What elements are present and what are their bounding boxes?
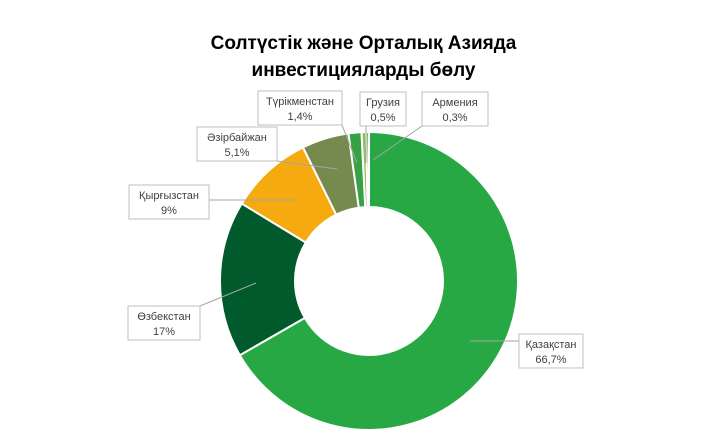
label-box-1: [518, 333, 584, 369]
slice-label-value-7: 0,3%: [442, 112, 467, 124]
chart-title-line-2: инвестицияларды бөлу: [251, 60, 476, 81]
slice-7: [365, 130, 370, 209]
label-box-4: [196, 126, 278, 162]
slice-label-name-6: Грузия: [366, 97, 400, 109]
slice-label-name-3: Қырғызстан: [139, 190, 199, 202]
leader-line-4: [276, 160, 338, 170]
slice-label-value-3: 9%: [161, 205, 177, 217]
slice-label-name-1: Қазақстан: [526, 339, 577, 351]
data-labels: Қазақстан 66,7% Өзбекстан 17% Қырғызстан 9% Әз…: [127, 90, 584, 369]
label-box-2: [127, 305, 201, 341]
slice-label-value-4: 5,1%: [224, 147, 249, 159]
label-box-3: [128, 184, 210, 220]
slice-label-value-2: 17%: [153, 326, 175, 338]
donut-slices: [219, 130, 519, 431]
leader-line-2: [199, 282, 257, 307]
label-box-7: [421, 91, 489, 127]
slice-label-value-5: 1,4%: [287, 111, 312, 123]
slice-1: [238, 130, 519, 431]
slice-label-name-5: Түрікменстан: [266, 96, 334, 108]
slice-label-value-1: 66,7%: [535, 354, 566, 366]
leader-line-5: [341, 124, 358, 164]
slice-label-name-2: Өзбекстан: [137, 311, 190, 323]
chart-title-line-1: Солтүстік және Орталық Азияда: [210, 33, 517, 54]
slice-label-value-6: 0,5%: [370, 112, 395, 124]
slice-label-name-7: Армения: [432, 97, 477, 109]
leader-line-7: [372, 125, 423, 161]
label-box-5: [257, 90, 343, 126]
label-box-6: [359, 91, 407, 127]
chart-title: Солтүстік және Орталық Азияда инвестиция…: [0, 30, 727, 84]
slice-label-name-4: Әзірбайжан: [207, 132, 267, 144]
